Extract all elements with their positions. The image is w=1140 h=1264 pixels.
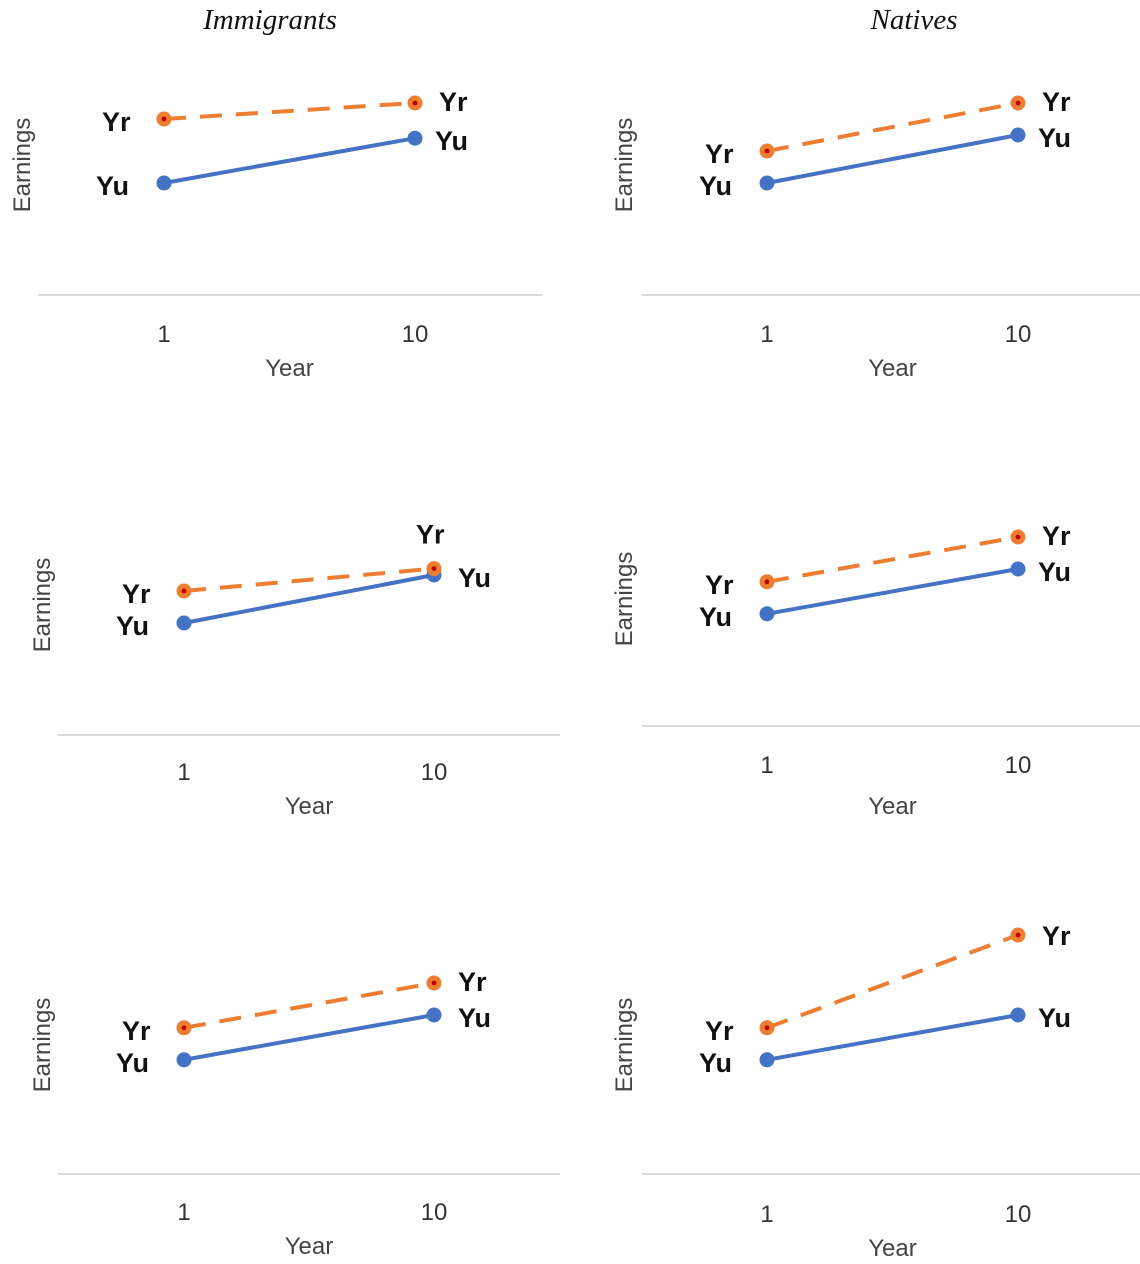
data-label-yr: Yr	[705, 1016, 734, 1046]
x-tick-label: 10	[1005, 1201, 1032, 1228]
series-line-yr	[163, 101, 416, 121]
x-tick-label: 10	[421, 759, 448, 786]
data-label-yu: Yu	[458, 563, 491, 593]
x-tick-label: 1	[177, 759, 190, 786]
series-line-yu	[765, 567, 1020, 616]
series-line-yr	[183, 981, 435, 1030]
data-point-center	[161, 116, 167, 122]
series-line-yu	[182, 573, 436, 625]
data-point-center	[764, 1025, 770, 1031]
x-tick-label: 1	[760, 1201, 773, 1228]
data-point-yu	[1010, 127, 1026, 143]
data-label-yu: Yu	[699, 171, 732, 201]
data-point-center	[1015, 932, 1021, 938]
series-line-yu	[162, 136, 417, 185]
column-title-immigrants: Immigrants	[203, 4, 337, 36]
x-axis-label: Year	[868, 355, 917, 382]
data-label-yu: Yu	[1038, 1003, 1071, 1033]
column-title-natives: Natives	[870, 4, 958, 36]
data-label-yr: Yr	[122, 1016, 151, 1046]
data-label-yr: Yr	[1042, 521, 1071, 551]
x-axis-label: Year	[265, 355, 314, 382]
x-tick-label: 10	[402, 321, 429, 348]
x-tick-label: 1	[177, 1199, 190, 1226]
data-label-yr: Yr	[458, 967, 487, 997]
y-axis-label: Earnings	[611, 552, 638, 647]
series-line-yr	[183, 566, 435, 593]
data-point-yu	[156, 175, 172, 191]
data-label-yu: Yu	[458, 1003, 491, 1033]
data-label-yu: Yu	[116, 1048, 149, 1078]
data-point-yu	[759, 606, 775, 622]
data-point-yu	[1010, 561, 1026, 577]
x-axis-label: Year	[868, 1235, 917, 1262]
series-line-yu	[765, 133, 1020, 185]
x-tick-label: 10	[421, 1199, 448, 1226]
y-axis-label: Earnings	[611, 998, 638, 1093]
y-axis-label: Earnings	[29, 558, 56, 653]
data-label-yu: Yu	[1038, 123, 1071, 153]
y-axis-label: Earnings	[9, 118, 36, 213]
data-point-center	[431, 566, 437, 571]
data-label-yu: Yu	[435, 126, 468, 156]
data-point-yu	[176, 1052, 192, 1068]
data-point-yu	[759, 175, 775, 191]
x-tick-label: 10	[1005, 321, 1032, 348]
y-axis-label: Earnings	[29, 998, 56, 1093]
series-line-yr	[766, 535, 1019, 584]
data-point-yu	[1010, 1007, 1026, 1023]
data-point-center	[1015, 534, 1021, 540]
data-point-yu	[407, 130, 423, 146]
series-line-yu	[182, 1013, 436, 1062]
data-point-center	[181, 588, 187, 594]
panel-immigrants-1: 1 10 Year Earnings Yu Yu Yr Yr	[9, 87, 542, 382]
x-axis-label: Year	[868, 793, 917, 820]
x-tick-label: 1	[760, 321, 773, 348]
data-point-yu	[759, 1052, 775, 1068]
data-point-center	[181, 1025, 187, 1031]
x-axis-label: Year	[285, 1233, 334, 1260]
data-point-center	[431, 980, 437, 986]
data-point-yu	[426, 1007, 442, 1023]
x-tick-label: 1	[157, 321, 170, 348]
data-label-yu: Yu	[699, 602, 732, 632]
data-point-center	[1015, 100, 1021, 106]
data-label-yr: Yr	[439, 87, 468, 117]
data-label-yu: Yu	[699, 1048, 732, 1078]
data-label-yr: Yr	[102, 107, 131, 137]
data-label-yu: Yu	[96, 171, 129, 201]
data-label-yu: Yu	[116, 611, 149, 641]
series-line-yu	[765, 1013, 1020, 1062]
data-point-center	[412, 100, 418, 106]
data-point-center	[764, 579, 770, 585]
data-label-yr: Yr	[416, 520, 445, 550]
x-axis-label: Year	[285, 793, 334, 820]
data-label-yr: Yr	[122, 579, 151, 609]
data-point-yu	[176, 615, 192, 631]
x-tick-label: 1	[760, 752, 773, 779]
data-point-center	[764, 148, 770, 154]
data-label-yr: Yr	[1042, 87, 1071, 117]
x-tick-label: 10	[1005, 752, 1032, 779]
data-label-yr: Yr	[1042, 921, 1071, 951]
series-line-yr	[766, 101, 1019, 153]
data-label-yr: Yr	[705, 570, 734, 600]
y-axis-label: Earnings	[611, 118, 638, 213]
series-line-yr	[766, 933, 1019, 1030]
data-label-yu: Yu	[1038, 557, 1071, 587]
data-label-yr: Yr	[705, 139, 734, 169]
